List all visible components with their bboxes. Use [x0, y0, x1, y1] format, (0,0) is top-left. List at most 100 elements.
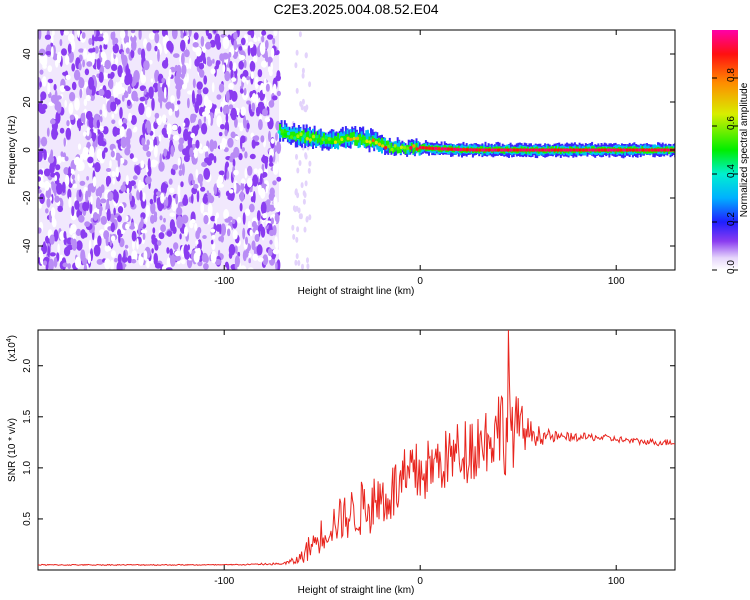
noise-blob [295, 87, 299, 94]
noise-blob [295, 49, 299, 56]
noise-blob [142, 122, 146, 136]
noise-blob [86, 61, 93, 67]
noise-blob [39, 193, 45, 205]
noise-blob [265, 39, 269, 50]
noise-blob [232, 218, 236, 224]
noise-blob [173, 53, 180, 58]
ridge-peak [318, 138, 322, 142]
noise-blob [268, 229, 275, 237]
y-tick-label: -20 [22, 190, 33, 205]
noise-blob [104, 59, 111, 70]
ridge-peak [528, 148, 532, 152]
noise-blob [109, 73, 114, 80]
ridge-band [282, 131, 285, 139]
noise-blob [47, 155, 55, 164]
noise-blob [192, 78, 196, 89]
ridge-band [315, 136, 318, 147]
noise-blob [233, 39, 238, 51]
noise-blob [296, 167, 300, 174]
noise-blob [276, 90, 281, 97]
noise-blob [149, 59, 153, 65]
noise-blob [197, 247, 201, 257]
noise-blob [114, 192, 119, 204]
noise-blob [126, 99, 131, 107]
noise-blob [47, 82, 51, 95]
noise-blob [272, 37, 276, 45]
noise-blob [252, 174, 259, 187]
noise-blob [63, 167, 70, 175]
noise-blob [109, 160, 112, 169]
noise-blob [257, 184, 262, 191]
ridge-peak [450, 147, 454, 151]
ridge-peak [337, 139, 341, 144]
noise-blob [215, 59, 220, 70]
noise-blob [202, 212, 209, 217]
noise-blob [208, 153, 215, 161]
noise-blob [172, 164, 179, 171]
noise-blob [294, 259, 298, 266]
noise-blob [60, 30, 65, 36]
ridge-peak [302, 134, 306, 138]
noise-blob [119, 126, 125, 138]
noise-blob [171, 124, 178, 131]
noise-blob [91, 34, 95, 47]
noise-blob [96, 197, 101, 210]
noise-blob [166, 126, 170, 135]
noise-blob [38, 48, 46, 57]
noise-blob [65, 174, 70, 187]
ridge-peak [609, 148, 614, 152]
noise-blob [129, 153, 134, 160]
ridge-peak [540, 148, 545, 152]
noise-blob [295, 253, 299, 260]
ridge-peak [591, 148, 595, 152]
ridge-band [308, 130, 311, 143]
ridge-peak [512, 148, 516, 152]
ridge-peak [572, 148, 576, 152]
noise-blob [205, 30, 209, 37]
noise-blob [248, 203, 255, 213]
noise-blob [143, 60, 150, 71]
noise-blob [125, 215, 129, 222]
ridge-peak [628, 148, 632, 152]
noise-blob [78, 122, 81, 132]
noise-blob [99, 206, 102, 217]
ridge-band [373, 137, 376, 146]
noise-blob [211, 234, 216, 240]
noise-blob [130, 115, 137, 125]
noise-blob [306, 263, 310, 270]
noise-blob [248, 258, 251, 264]
ridge-band [409, 142, 412, 150]
noise-blob [201, 123, 208, 135]
noise-blob [152, 127, 155, 140]
noise-blob [110, 101, 117, 112]
ridge-band [354, 137, 357, 146]
noise-blob [100, 116, 103, 123]
ridge-band [330, 137, 333, 144]
noise-blob [50, 119, 56, 125]
ridge-peak [500, 148, 504, 152]
noise-blob [262, 171, 268, 178]
ridge-peak [490, 148, 494, 152]
noise-blob [295, 153, 298, 160]
noise-blob [144, 90, 147, 95]
colorbar-tick-label: 0.4 [726, 164, 737, 178]
noise-blob [200, 202, 205, 214]
noise-blob [56, 51, 62, 64]
noise-blob [184, 49, 190, 58]
snr-scale-exponent: 4 [6, 338, 13, 342]
ridge-band [395, 145, 398, 151]
ridge-peak [305, 137, 309, 141]
ridge-peak [575, 148, 579, 152]
ridge-band [299, 134, 302, 142]
noise-blob [257, 36, 261, 42]
noise-blob [48, 258, 54, 270]
noise-blob [125, 68, 131, 77]
ridge-peak [315, 134, 319, 139]
noise-blob [174, 74, 181, 85]
noise-blob [163, 86, 167, 99]
noise-blob [272, 180, 277, 186]
noise-blob [202, 87, 209, 95]
noise-blob [140, 216, 144, 228]
noise-blob [227, 195, 234, 201]
